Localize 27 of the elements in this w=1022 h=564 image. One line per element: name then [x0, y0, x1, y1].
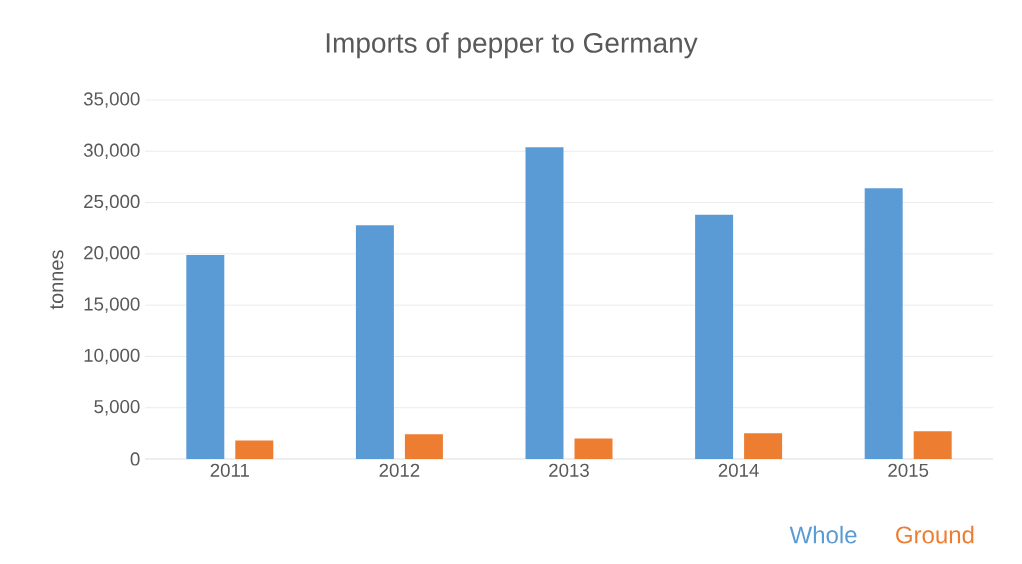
bar — [864, 188, 903, 459]
x-tick-label: 2011 — [210, 463, 249, 477]
y-tick-label: 20,000 — [84, 246, 140, 262]
text: Ground — [896, 525, 974, 544]
x-tick-label: 2013 — [549, 463, 589, 477]
bar — [913, 431, 952, 459]
text: Whole — [789, 525, 857, 544]
y-tick-label: 5,000 — [94, 399, 140, 416]
x-tick-label: 2015 — [888, 463, 929, 477]
y-axis-title: tonnes — [50, 250, 64, 310]
bar — [235, 440, 274, 459]
y-tick-label: 10,000 — [84, 348, 140, 365]
bar — [574, 438, 613, 459]
bar — [186, 254, 225, 459]
y-tick-label: 30,000 — [83, 143, 140, 159]
chart-title: Imports of pepper to Germany — [326, 32, 698, 59]
bar — [404, 434, 443, 459]
x-tick-label: 2012 — [379, 463, 420, 477]
bar — [355, 225, 394, 459]
y-tick-label: 15,000 — [84, 297, 140, 313]
y-tick-label: 35,000 — [83, 92, 140, 108]
bar — [744, 433, 783, 459]
x-tick-label: 2014 — [718, 463, 759, 477]
y-tick-label: 0 — [130, 452, 140, 466]
bar — [695, 214, 734, 459]
bar — [525, 147, 564, 459]
y-tick-label: 25,000 — [84, 194, 140, 211]
